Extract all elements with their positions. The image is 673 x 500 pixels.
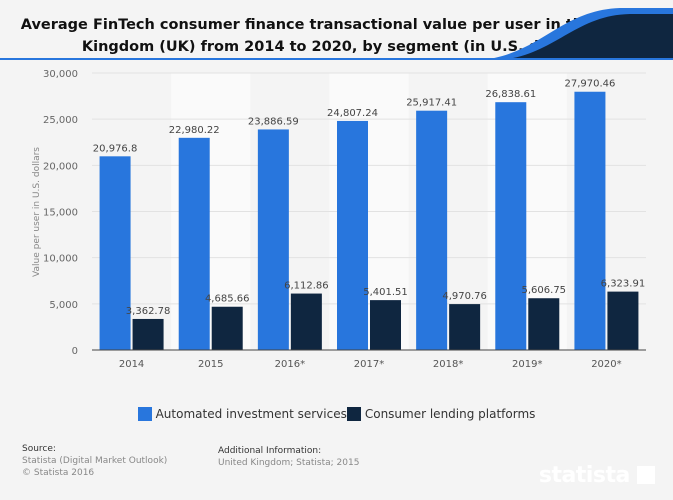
y-tick-label: 5,000 [49,300,78,311]
bar-lending [607,291,639,350]
y-tick-label: 20,000 [43,161,78,172]
legend-label: Consumer lending platforms [364,407,536,421]
info-heading: Additional Information: [218,446,322,456]
data-label: 4,685.66 [205,294,250,305]
statista-logo-icon [637,466,655,484]
legend-item-lending[interactable]: Consumer lending platforms [346,407,536,421]
legend-swatch [137,407,152,421]
data-label: 3,362.78 [126,306,171,317]
x-tick-label: 2018* [433,359,463,370]
y-tick-label: 15,000 [43,208,78,219]
data-label: 24,807.24 [327,108,378,119]
x-tick-label: 2014 [119,359,144,370]
x-tick-label: 2015 [198,359,223,370]
data-label: 22,980.22 [169,125,220,136]
source-heading: Source: [22,444,56,454]
data-label: 20,976.8 [93,143,138,154]
bar-automated [178,137,210,350]
legend-label: Automated investment services [155,407,347,421]
legend-swatch [346,407,361,421]
y-tick-label: 0 [72,346,78,357]
copyright: © Statista 2016 [22,468,95,478]
bar-automated [495,102,527,350]
bar-lending [449,304,481,350]
bar-lending [290,293,322,350]
data-label: 6,112.86 [284,281,329,292]
x-tick-label: 2017* [354,359,384,370]
data-label: 5,606.75 [522,285,567,296]
bar-lending [132,318,164,350]
bar-lending [528,298,560,350]
info-text: United Kingdom; Statista; 2015 [218,458,360,468]
bar-lending [370,300,401,350]
bar-automated [257,129,289,350]
bar-automated [574,91,606,351]
data-label: 5,401.51 [363,287,408,298]
data-label: 27,970.46 [564,79,615,90]
bar-automated [99,156,131,350]
data-label: 26,838.61 [485,89,536,100]
y-tick-label: 25,000 [43,115,78,126]
bar-automated [416,110,448,350]
additional-info: Additional Information: United Kingdom; … [218,445,359,469]
y-tick-label: 10,000 [43,254,78,265]
brand-swoosh [0,8,673,60]
y-axis-label: Value per user in U.S. dollars [32,147,42,277]
y-tick-label: 30,000 [43,69,78,80]
legend: Automated investment services Consumer l… [0,407,673,421]
data-label: 23,886.59 [248,116,299,127]
x-tick-label: 2016* [275,359,305,370]
bar-lending [211,306,243,350]
x-tick-label: 2019* [512,359,542,370]
data-label: 6,323.91 [601,279,646,290]
data-label: 25,917.41 [406,98,457,109]
source-line[interactable]: Statista (Digital Market Outlook) [22,456,168,466]
bar-automated [337,120,368,350]
legend-item-automated[interactable]: Automated investment services [137,407,347,421]
data-label: 4,970.76 [442,291,487,302]
bar-chart: 0 5,000 10,000 15,000 20,000 25,000 30,000 Valu… [32,69,646,370]
statista-logo[interactable]: statista [539,463,655,488]
source-block: Source: Statista (Digital Market Outlook… [22,443,167,479]
chart-title: Average FinTech consumer finance transac… [20,17,653,55]
x-tick-label: 2020* [591,359,621,370]
